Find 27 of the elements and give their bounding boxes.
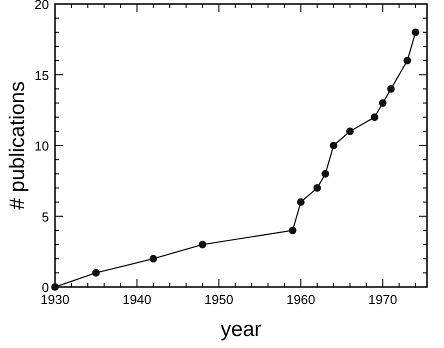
y-tick-label: 20	[34, 0, 49, 12]
point	[346, 128, 354, 136]
y-tick-label: 5	[42, 209, 49, 224]
x-tick-label: 1940	[122, 292, 152, 307]
point	[297, 198, 305, 206]
point	[288, 226, 296, 234]
point	[330, 142, 338, 150]
point	[92, 269, 100, 277]
point	[198, 240, 206, 248]
y-tick-label: 0	[42, 280, 49, 295]
point	[150, 254, 158, 262]
point	[51, 283, 59, 291]
x-tick-label: 1970	[368, 292, 398, 307]
point	[313, 184, 322, 192]
y-tick-label: 15	[34, 68, 49, 83]
x-tick-label: 1950	[204, 292, 234, 307]
point	[412, 28, 420, 36]
x-tick-label: 1960	[286, 292, 316, 307]
x-axis-title: year	[220, 318, 262, 341]
point	[378, 99, 387, 107]
point	[322, 170, 330, 178]
y-tick-label: 10	[34, 138, 49, 154]
x-tick-label: 1930	[40, 292, 70, 307]
point	[387, 85, 395, 93]
point	[370, 113, 378, 121]
point	[404, 56, 412, 64]
y-axis-title: # publications	[6, 81, 29, 210]
